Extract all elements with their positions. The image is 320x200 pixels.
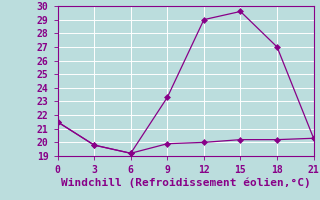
X-axis label: Windchill (Refroidissement éolien,°C): Windchill (Refroidissement éolien,°C)	[61, 178, 310, 188]
